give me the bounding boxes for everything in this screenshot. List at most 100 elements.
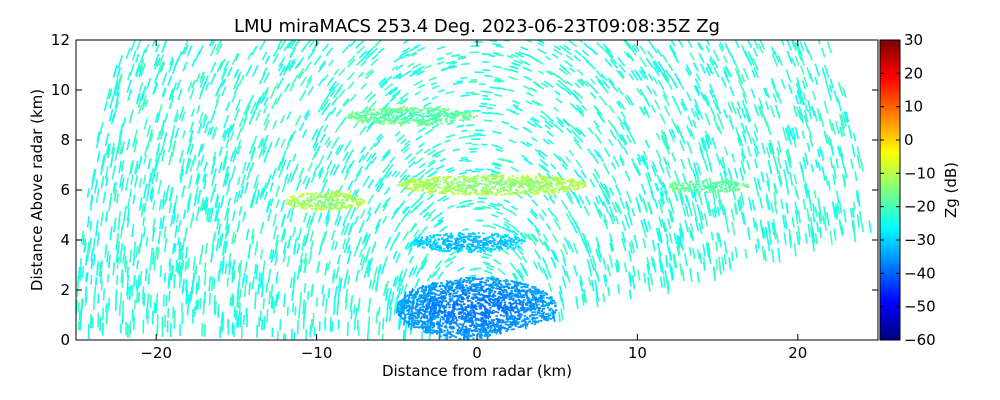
- reflectivity-gate: [322, 170, 329, 184]
- reflectivity-cell: [521, 174, 524, 177]
- reflectivity-gate: [609, 59, 619, 69]
- reflectivity-cell: [443, 179, 446, 181]
- reflectivity-gate: [382, 283, 388, 297]
- reflectivity-cell: [462, 118, 465, 120]
- reflectivity-cell: [462, 182, 465, 185]
- reflectivity-cell: [450, 113, 453, 116]
- reflectivity-gate: [208, 293, 212, 306]
- reflectivity-gate: [269, 248, 273, 260]
- reflectivity-gate: [685, 67, 691, 77]
- reflectivity-gate: [590, 279, 595, 292]
- reflectivity-cell: [720, 183, 723, 186]
- reflectivity-cell: [522, 186, 525, 189]
- reflectivity-cell: [492, 243, 496, 245]
- reflectivity-gate: [208, 276, 212, 292]
- reflectivity-gate: [482, 69, 491, 72]
- reflectivity-gate: [128, 285, 132, 301]
- reflectivity-gate: [506, 227, 514, 234]
- reflectivity-cell: [432, 185, 436, 188]
- reflectivity-gate: [647, 220, 652, 230]
- reflectivity-cell: [480, 280, 484, 283]
- reflectivity-cell: [341, 199, 344, 201]
- reflectivity-cell: [413, 114, 416, 117]
- reflectivity-gate: [496, 79, 504, 83]
- reflectivity-gate: [245, 228, 250, 241]
- reflectivity-gate: [587, 127, 594, 135]
- reflectivity-cell: [418, 109, 421, 112]
- reflectivity-gate: [135, 279, 138, 291]
- reflectivity-cell: [444, 186, 447, 188]
- reflectivity-gate: [536, 48, 547, 55]
- reflectivity-cell: [419, 179, 423, 181]
- reflectivity-gate: [341, 238, 347, 250]
- reflectivity-gate: [809, 72, 814, 83]
- reflectivity-gate: [544, 55, 552, 61]
- reflectivity-gate: [377, 306, 381, 316]
- reflectivity-cell: [350, 205, 354, 208]
- reflectivity-gate: [100, 176, 105, 189]
- reflectivity-cell: [416, 240, 419, 242]
- reflectivity-gate: [786, 186, 790, 196]
- reflectivity-gate: [281, 181, 287, 193]
- reflectivity-gate: [447, 255, 457, 262]
- reflectivity-cell: [472, 239, 476, 242]
- reflectivity-cell: [549, 181, 553, 184]
- reflectivity-cell: [732, 181, 736, 184]
- reflectivity-cell: [469, 309, 472, 312]
- reflectivity-gate: [621, 237, 627, 252]
- reflectivity-gate: [114, 147, 119, 162]
- reflectivity-cell: [434, 182, 437, 185]
- reflectivity-cell: [290, 199, 293, 202]
- reflectivity-gate: [325, 214, 330, 225]
- reflectivity-gate: [110, 147, 116, 163]
- reflectivity-gate: [400, 53, 410, 60]
- reflectivity-gate: [299, 291, 303, 306]
- reflectivity-gate: [143, 202, 147, 213]
- reflectivity-cell: [413, 118, 416, 121]
- reflectivity-gate: [457, 55, 467, 59]
- reflectivity-gate: [575, 126, 583, 135]
- reflectivity-cell: [392, 120, 396, 123]
- reflectivity-cell: [499, 179, 502, 182]
- reflectivity-gate: [544, 189, 552, 197]
- reflectivity-gate: [222, 127, 229, 142]
- reflectivity-gate: [611, 201, 618, 213]
- reflectivity-gate: [541, 257, 549, 268]
- reflectivity-gate: [634, 165, 641, 177]
- reflectivity-cell: [443, 190, 446, 193]
- reflectivity-gate: [638, 106, 646, 116]
- reflectivity-cell: [482, 238, 486, 241]
- reflectivity-gate: [235, 99, 242, 111]
- reflectivity-gate: [774, 184, 778, 195]
- reflectivity-gate: [489, 202, 500, 207]
- reflectivity-gate: [158, 199, 163, 211]
- reflectivity-gate: [708, 83, 715, 95]
- reflectivity-gate: [777, 169, 783, 185]
- reflectivity-cell: [500, 247, 503, 250]
- reflectivity-cell: [322, 208, 325, 211]
- reflectivity-cell: [483, 237, 486, 240]
- reflectivity-cell: [414, 189, 417, 192]
- reflectivity-cell: [410, 179, 413, 182]
- reflectivity-cell: [349, 115, 353, 117]
- reflectivity-gate: [224, 263, 228, 275]
- reflectivity-gate: [157, 130, 161, 141]
- reflectivity-cell: [321, 205, 324, 208]
- reflectivity-gate: [832, 174, 836, 186]
- reflectivity-gate: [212, 151, 217, 162]
- reflectivity-cell: [573, 185, 576, 188]
- reflectivity-cell: [460, 111, 463, 114]
- reflectivity-cell: [522, 178, 526, 180]
- reflectivity-gate: [838, 84, 844, 95]
- reflectivity-gate: [553, 214, 559, 222]
- reflectivity-cell: [406, 187, 410, 190]
- reflectivity-gate: [353, 317, 357, 331]
- reflectivity-cell: [486, 193, 490, 196]
- reflectivity-cell: [442, 110, 445, 113]
- reflectivity-gate: [445, 260, 454, 269]
- reflectivity-gate: [234, 53, 240, 62]
- reflectivity-gate: [809, 217, 814, 231]
- reflectivity-gate: [689, 187, 695, 199]
- reflectivity-gate: [367, 100, 377, 111]
- reflectivity-gate: [194, 50, 201, 61]
